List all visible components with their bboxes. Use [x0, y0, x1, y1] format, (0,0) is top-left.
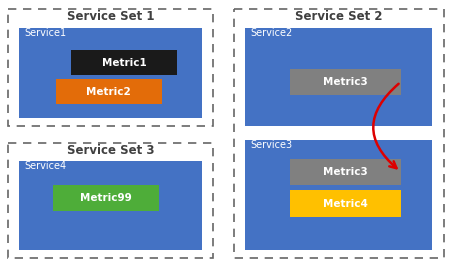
Text: Service1: Service1: [25, 28, 67, 38]
Bar: [8, 9, 213, 125]
Bar: [53, 185, 159, 211]
Text: Metric3: Metric3: [323, 167, 368, 177]
Bar: [55, 79, 162, 104]
Text: Service2: Service2: [251, 28, 293, 38]
Bar: [71, 50, 178, 75]
Text: Metric1: Metric1: [102, 58, 147, 68]
FancyArrowPatch shape: [373, 84, 399, 168]
Text: Metric4: Metric4: [323, 199, 368, 209]
Bar: [245, 140, 432, 250]
Text: Metric2: Metric2: [86, 87, 131, 97]
Text: Service4: Service4: [25, 161, 67, 171]
Bar: [290, 190, 401, 217]
Bar: [20, 161, 202, 250]
Text: Service3: Service3: [251, 140, 292, 150]
Bar: [20, 28, 202, 118]
Bar: [245, 28, 432, 125]
Text: Metric99: Metric99: [80, 193, 132, 203]
Bar: [290, 69, 401, 95]
Bar: [234, 9, 444, 258]
Text: Service Set 3: Service Set 3: [67, 144, 154, 157]
Bar: [8, 143, 213, 258]
Text: Service Set 1: Service Set 1: [67, 10, 154, 23]
Bar: [290, 159, 401, 185]
Text: Service Set 2: Service Set 2: [295, 10, 382, 23]
Text: Metric3: Metric3: [323, 77, 368, 87]
